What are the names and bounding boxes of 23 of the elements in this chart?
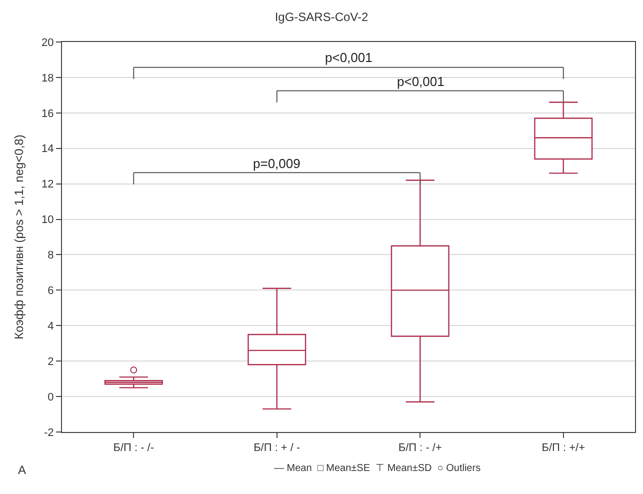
y-tick-label: 6: [48, 285, 54, 298]
y-tick-label: 4: [48, 320, 54, 332]
y-tick-label: 8: [48, 250, 54, 262]
y-tick-label: 14: [42, 143, 54, 156]
y-tick-label: 18: [42, 72, 54, 84]
text: A: [18, 463, 26, 477]
chart-title: IgG-SARS-CoV-2: [274, 10, 368, 24]
x-tick-label: Б/П : +/+: [542, 442, 586, 454]
annotation: p<0,001: [325, 50, 372, 65]
x-tick-label: Б/П : - /-: [113, 442, 154, 454]
y-axis-title: Коэфф позитивн (pos > 1,1, neg<0,8): [12, 134, 26, 340]
y-tick-label: 0: [48, 391, 54, 404]
x-tick-label: Б/П : + / -: [254, 442, 301, 454]
y-tick-label: 10: [42, 214, 54, 226]
x-tick-label: Б/П : - /+: [398, 442, 442, 454]
annotation: p=0,009: [253, 156, 300, 171]
y-tick-label: 2: [48, 356, 54, 368]
text: — Mean □ Mean±SE ⊤ Mean±SD ○ Outliers: [274, 463, 481, 474]
y-tick-label: 16: [42, 108, 54, 120]
y-tick-label: 12: [42, 178, 54, 191]
y-tick-label: -2: [44, 426, 54, 439]
y-tick-label: 20: [42, 36, 54, 49]
annotation: p<0,001: [397, 74, 444, 89]
